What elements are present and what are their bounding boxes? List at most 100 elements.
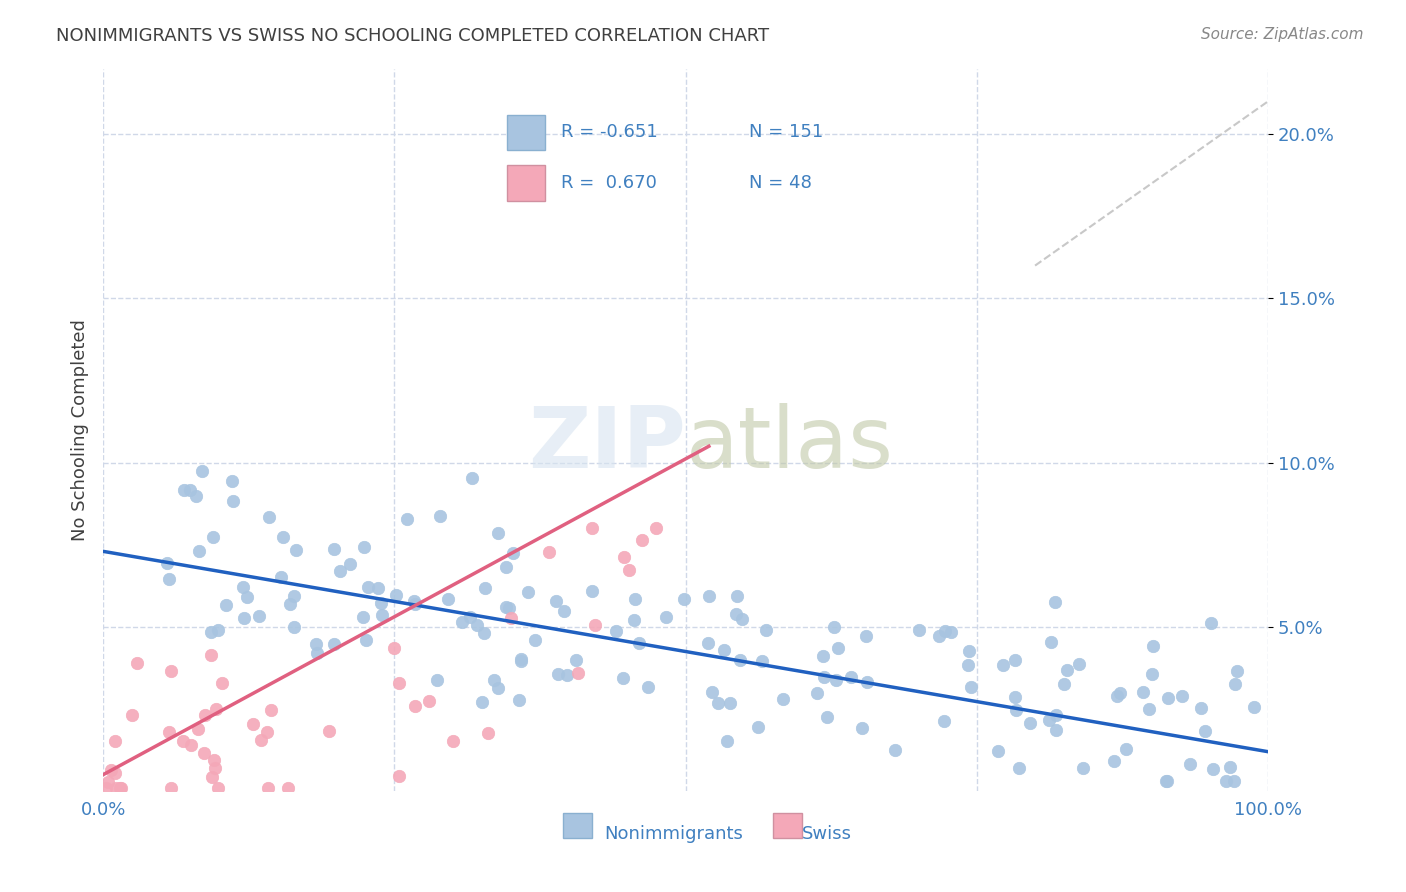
Point — [499, 611, 522, 625]
Point — [934, 624, 956, 638]
Point — [907, 624, 929, 638]
Point — [720, 697, 742, 711]
Point — [1102, 754, 1125, 768]
Point — [211, 675, 233, 690]
Point — [157, 572, 180, 586]
Point — [731, 612, 754, 626]
Point — [283, 589, 305, 603]
Point — [382, 641, 405, 656]
Point — [200, 648, 222, 662]
Point — [202, 753, 225, 767]
Point — [1201, 615, 1223, 630]
Point — [207, 780, 229, 795]
Point — [851, 721, 873, 735]
Point — [426, 673, 449, 687]
Point — [806, 686, 828, 700]
Point — [1226, 664, 1249, 678]
Point — [823, 620, 845, 634]
Point — [613, 549, 636, 564]
Text: Source: ZipAtlas.com: Source: ZipAtlas.com — [1201, 27, 1364, 42]
Point — [811, 648, 834, 663]
Point — [357, 580, 380, 594]
Point — [1045, 723, 1067, 737]
Point — [508, 693, 530, 707]
Point — [194, 708, 217, 723]
Point — [815, 710, 838, 724]
Text: Nonimmigrants: Nonimmigrants — [605, 825, 742, 844]
Point — [1189, 701, 1212, 715]
Point — [696, 636, 718, 650]
Point — [232, 611, 254, 625]
Point — [339, 557, 361, 571]
Point — [247, 609, 270, 624]
Point — [260, 703, 283, 717]
Point — [825, 673, 848, 687]
Point — [728, 653, 751, 667]
Point — [1215, 774, 1237, 789]
Point — [96, 780, 118, 795]
Point — [672, 591, 695, 606]
Point — [813, 670, 835, 684]
Point — [883, 743, 905, 757]
Point — [121, 707, 143, 722]
Point — [370, 595, 392, 609]
Point — [637, 681, 659, 695]
Point — [472, 625, 495, 640]
Point — [1045, 708, 1067, 723]
Point — [1219, 760, 1241, 774]
Point — [1157, 691, 1180, 706]
Point — [1154, 774, 1177, 789]
Point — [318, 723, 340, 738]
Point — [510, 652, 533, 666]
Text: Swiss: Swiss — [801, 825, 852, 844]
Point — [388, 769, 411, 783]
Point — [1071, 761, 1094, 775]
Point — [645, 521, 668, 535]
Point — [486, 526, 509, 541]
Point — [957, 644, 980, 658]
Point — [581, 584, 603, 599]
Point — [1056, 663, 1078, 677]
Point — [200, 625, 222, 640]
Point — [993, 658, 1015, 673]
Point — [1156, 774, 1178, 789]
Point — [221, 475, 243, 489]
Point — [1202, 762, 1225, 776]
Point — [1004, 653, 1026, 667]
Point — [214, 599, 236, 613]
Point — [277, 780, 299, 795]
Point — [716, 734, 738, 748]
Point — [751, 654, 773, 668]
Point — [1194, 724, 1216, 739]
Point — [187, 722, 209, 736]
Point — [160, 780, 183, 795]
Point — [471, 695, 494, 709]
FancyBboxPatch shape — [564, 813, 592, 838]
Point — [581, 521, 603, 535]
Point — [1105, 689, 1128, 703]
Point — [1223, 774, 1246, 789]
Point — [1170, 689, 1192, 703]
Point — [186, 489, 208, 503]
Text: NONIMMIGRANTS VS SWISS NO SCHOOLING COMPLETED CORRELATION CHART: NONIMMIGRANTS VS SWISS NO SCHOOLING COMP… — [56, 27, 769, 45]
Point — [402, 594, 425, 608]
Point — [278, 597, 301, 611]
Point — [222, 494, 245, 508]
Text: ZIP: ZIP — [527, 403, 686, 486]
Point — [242, 717, 264, 731]
Point — [583, 617, 606, 632]
Point — [1243, 700, 1265, 714]
Point — [713, 643, 735, 657]
Point — [270, 570, 292, 584]
Point — [100, 764, 122, 778]
Point — [201, 770, 224, 784]
Point — [755, 623, 778, 637]
Text: atlas: atlas — [686, 403, 894, 486]
Point — [418, 694, 440, 708]
Point — [1005, 703, 1028, 717]
Point — [307, 646, 329, 660]
Point — [1043, 594, 1066, 608]
Point — [157, 725, 180, 739]
Point — [323, 637, 346, 651]
Point — [367, 581, 389, 595]
